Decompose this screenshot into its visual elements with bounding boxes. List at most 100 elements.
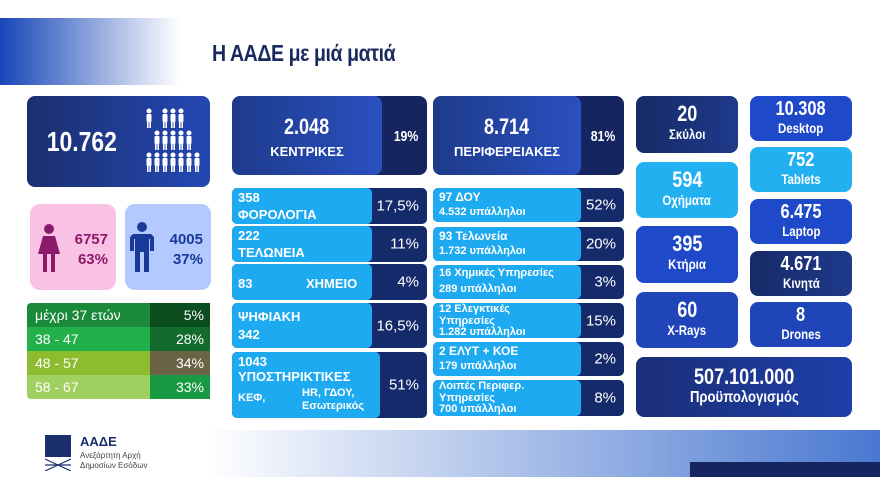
- device-label: Κινητά: [782, 275, 820, 291]
- female-count: 6757: [74, 231, 108, 248]
- resource-label: Κτήρια: [668, 256, 706, 272]
- resource-vehicles: 594 Οχήματα: [636, 162, 738, 218]
- resource-value: 20: [676, 101, 698, 126]
- device-value: 752: [787, 149, 815, 171]
- resource-value: 60: [676, 297, 698, 322]
- footer-line1: Ανεξάρτητη Αρχή: [80, 451, 141, 460]
- item-title: 12 Ελεγκτικές Υπηρεσίες: [439, 303, 511, 327]
- budget-value: 507.101.000: [693, 364, 795, 389]
- age-pct: 34%: [150, 351, 210, 375]
- item-sub: ΚΕΦ,: [238, 392, 266, 404]
- regional-value: 8.714: [484, 114, 530, 139]
- footer-line2: Δημοσίων Εσόδων: [80, 461, 148, 470]
- footer-logo-text: ΑΑΔΕ: [80, 434, 117, 449]
- female-pct: 63%: [77, 251, 108, 268]
- item-label: ΥΠΟΣΤΗΡΙΚΤΙΚΕΣ: [238, 369, 351, 384]
- item-title: 93 Τελωνεία: [439, 229, 508, 243]
- device-label: Drones: [781, 326, 821, 342]
- regional-item: 93 Τελωνεία 1.732 υπάλληλοι 20%: [433, 227, 624, 261]
- item-pct: 4%: [397, 273, 419, 291]
- item-num: 358: [238, 190, 260, 205]
- age-label: μέχρι 37 ετών: [27, 303, 150, 327]
- budget-card: 507.101.000 Προϋπολογισμός: [636, 357, 852, 417]
- item-label: ΧΗΜΕΙΟ: [306, 276, 358, 291]
- age-row: 58 - 67 33%: [27, 375, 210, 399]
- total-employees-card: 10.762: [27, 96, 210, 187]
- people-pyramid-icon: [146, 108, 200, 172]
- item-pct: 11%: [390, 235, 419, 253]
- age-row: 48 - 57 34%: [27, 351, 210, 375]
- resource-buildings: 395 Κτήρια: [636, 226, 738, 283]
- female-card: 6757 63%: [30, 204, 116, 290]
- item-employees: 179 υπάλληλοι: [439, 360, 517, 372]
- resource-value: 395: [671, 231, 703, 256]
- item-pct: 8%: [594, 389, 616, 407]
- header-gradient-band: [0, 18, 180, 85]
- device-label: Tablets: [781, 171, 821, 187]
- item-pct: 20%: [585, 235, 616, 253]
- item-pct: 2%: [594, 350, 616, 368]
- item-num: 83: [238, 276, 253, 291]
- age-label: 38 - 47: [27, 327, 150, 351]
- regional-item: 16 Χημικές Υπηρεσίες 289 υπάλληλοι 3%: [433, 265, 624, 299]
- resource-label: Οχήματα: [662, 192, 712, 208]
- device-mobiles: 4.671 Κινητά: [750, 251, 852, 296]
- central-item: 222 ΤΕΛΩΝΕΙΑ 11%: [232, 226, 427, 262]
- resource-label: Σκύλοι: [668, 126, 706, 142]
- item-employees: 289 υπάλληλοι: [439, 283, 517, 295]
- total-number: 10.762: [46, 126, 117, 157]
- central-services-card: 2.048 ΚΕΝΤΡΙΚΕΣ 19%: [232, 96, 427, 175]
- age-label: 58 - 67: [27, 375, 150, 399]
- age-row: 38 - 47 28%: [27, 327, 210, 351]
- male-count: 4005: [169, 231, 203, 248]
- regional-pct: 81%: [590, 128, 616, 145]
- regional-item: 97 ΔΟΥ 4.532 υπάλληλοι 52%: [433, 188, 624, 222]
- male-card: 4005 37%: [125, 204, 211, 290]
- device-tablets: 752 Tablets: [750, 147, 852, 192]
- central-item: 83 ΧΗΜΕΙΟ 4%: [232, 264, 427, 300]
- item-employees: 1.732 υπάλληλοι: [439, 245, 526, 257]
- item-title: 16 Χημικές Υπηρεσίες: [439, 267, 554, 279]
- age-pct: 5%: [150, 303, 210, 327]
- device-value: 6.475: [780, 201, 822, 223]
- device-value: 8: [796, 304, 806, 326]
- age-distribution-table: μέχρι 37 ετών 5% 38 - 47 28% 48 - 57 34% 58…: [27, 303, 210, 399]
- resource-value: 594: [671, 167, 703, 192]
- item-label: ΤΕΛΩΝΕΙΑ: [238, 245, 305, 260]
- central-item: ΨΗΦΙΑΚΗ 342 16,5%: [232, 303, 427, 348]
- total-value: 10.762: [39, 126, 125, 158]
- device-value: 4.671: [780, 253, 822, 275]
- device-drones: 8 Drones: [750, 302, 852, 347]
- man-icon: [130, 222, 154, 272]
- device-laptop: 6.475 Laptop: [750, 199, 852, 244]
- item-num: 342: [238, 327, 260, 342]
- item-pct: 3%: [594, 273, 616, 291]
- age-row: μέχρι 37 ετών 5%: [27, 303, 210, 327]
- device-desktop: 10.308 Desktop: [750, 96, 852, 141]
- footer-dark-bar: [690, 462, 880, 477]
- item-pct: 51%: [388, 376, 419, 394]
- central-item: 1043 ΥΠΟΣΤΗΡΙΚΤΙΚΕΣ ΚΕΦ, HR, ΓΔΟΥ, Εσωτερι…: [232, 352, 427, 418]
- central-pct: 19%: [393, 128, 419, 145]
- central-label: ΚΕΝΤΡΙΚΕΣ: [270, 144, 344, 159]
- device-value: 10.308: [775, 98, 827, 120]
- regional-item: Λοιπές Περιφερ. Υπηρεσίες 700 υπάλληλοι 8%: [433, 380, 624, 416]
- resource-label: X-Rays: [667, 322, 707, 338]
- device-label: Laptop: [781, 223, 821, 239]
- age-pct: 33%: [150, 375, 210, 399]
- age-pct: 28%: [150, 327, 210, 351]
- item-label: ΦΟΡΟΛΟΓΙΑ: [238, 207, 317, 222]
- item-num: 222: [238, 228, 260, 243]
- item-pct: 52%: [585, 196, 616, 214]
- resource-dogs: 20 Σκύλοι: [636, 96, 738, 153]
- item-employees: 1.282 υπάλληλοι: [439, 326, 526, 338]
- device-label: Desktop: [778, 120, 824, 136]
- regional-label: ΠΕΡΙΦΕΡΕΙΑΚΕΣ: [454, 144, 560, 159]
- item-title: 97 ΔΟΥ: [439, 190, 481, 204]
- male-pct: 37%: [172, 251, 203, 268]
- regional-item: 2 ΕΛΥΤ + ΚΟΕ 179 υπάλληλοι 2%: [433, 342, 624, 376]
- item-sub: HR, ΓΔΟΥ, Εσωτερικός: [302, 387, 365, 412]
- regional-services-card: 8.714 ΠΕΡΙΦΕΡΕΙΑΚΕΣ 81%: [433, 96, 624, 175]
- regional-item: 12 Ελεγκτικές Υπηρεσίες 1.282 υπάλληλοι 15…: [433, 303, 624, 338]
- woman-icon: [38, 224, 60, 272]
